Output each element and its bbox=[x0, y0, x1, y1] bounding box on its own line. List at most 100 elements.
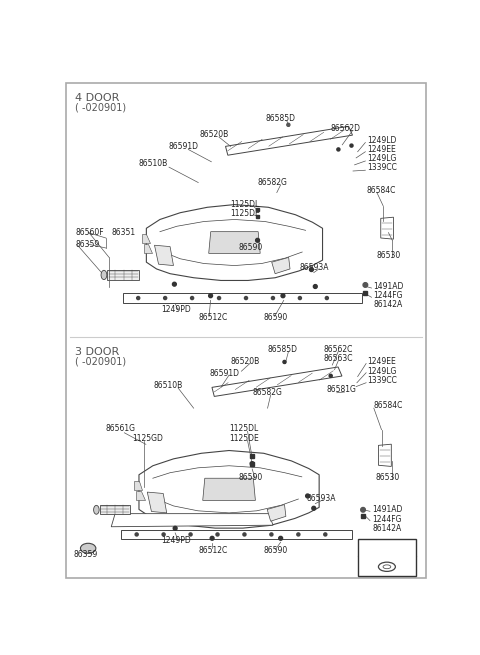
Text: 86590: 86590 bbox=[264, 546, 288, 555]
Polygon shape bbox=[267, 504, 286, 521]
Circle shape bbox=[329, 374, 332, 377]
Text: 86584C: 86584C bbox=[367, 186, 396, 195]
Text: 1491AD: 1491AD bbox=[373, 282, 403, 291]
Circle shape bbox=[210, 536, 214, 540]
Polygon shape bbox=[381, 217, 394, 239]
Circle shape bbox=[250, 462, 254, 466]
Circle shape bbox=[312, 506, 316, 510]
Ellipse shape bbox=[101, 271, 107, 280]
Bar bbox=[256, 214, 260, 218]
Text: 1125GD: 1125GD bbox=[132, 434, 163, 443]
Circle shape bbox=[217, 297, 221, 299]
Circle shape bbox=[299, 297, 301, 299]
Circle shape bbox=[281, 294, 285, 297]
Text: 86562C: 86562C bbox=[323, 345, 352, 354]
Polygon shape bbox=[147, 492, 167, 513]
Text: 86584C: 86584C bbox=[373, 402, 402, 410]
Circle shape bbox=[310, 268, 313, 271]
Polygon shape bbox=[111, 514, 273, 527]
Circle shape bbox=[162, 533, 165, 536]
Circle shape bbox=[325, 297, 328, 299]
Text: 86510B: 86510B bbox=[154, 381, 183, 390]
Polygon shape bbox=[226, 126, 352, 155]
Text: 86582G: 86582G bbox=[252, 388, 282, 398]
Text: 86359: 86359 bbox=[75, 240, 99, 249]
Circle shape bbox=[243, 533, 246, 536]
Text: 86590: 86590 bbox=[264, 313, 288, 322]
Circle shape bbox=[279, 536, 283, 540]
Ellipse shape bbox=[94, 506, 99, 514]
Text: 86359: 86359 bbox=[73, 550, 98, 559]
Bar bbox=[100, 506, 130, 514]
Circle shape bbox=[313, 284, 317, 288]
Text: 1249LG: 1249LG bbox=[367, 154, 396, 163]
Polygon shape bbox=[212, 367, 342, 396]
Bar bbox=[363, 291, 367, 295]
Text: 86582G: 86582G bbox=[258, 178, 288, 187]
Circle shape bbox=[209, 294, 213, 297]
Bar bbox=[358, 539, 416, 576]
Circle shape bbox=[306, 494, 310, 498]
Text: 1249EE: 1249EE bbox=[367, 145, 396, 154]
Text: 4 DOOR: 4 DOOR bbox=[75, 93, 120, 103]
Circle shape bbox=[256, 238, 260, 242]
Circle shape bbox=[173, 527, 177, 530]
Text: 1249PD: 1249PD bbox=[161, 305, 191, 314]
Text: 86512C: 86512C bbox=[198, 546, 228, 555]
Circle shape bbox=[363, 283, 368, 288]
Text: 1249EE: 1249EE bbox=[368, 358, 396, 366]
Bar bbox=[250, 454, 254, 458]
Polygon shape bbox=[272, 257, 290, 274]
Ellipse shape bbox=[81, 543, 96, 553]
Text: 86520B: 86520B bbox=[200, 130, 229, 139]
Text: 86590: 86590 bbox=[238, 244, 263, 252]
Text: 1339CC: 1339CC bbox=[367, 163, 397, 172]
Text: 3 DOOR: 3 DOOR bbox=[75, 347, 120, 357]
Text: 86581G: 86581G bbox=[327, 385, 357, 394]
Text: 86593A: 86593A bbox=[306, 494, 336, 503]
Text: 86593A: 86593A bbox=[300, 263, 329, 272]
Circle shape bbox=[271, 297, 275, 299]
Bar bbox=[250, 462, 254, 466]
Circle shape bbox=[337, 148, 340, 151]
Circle shape bbox=[164, 297, 167, 299]
Text: 1244FG: 1244FG bbox=[373, 291, 403, 300]
Polygon shape bbox=[144, 244, 152, 253]
Text: 86591D: 86591D bbox=[209, 369, 239, 378]
Polygon shape bbox=[203, 478, 255, 500]
Polygon shape bbox=[136, 491, 144, 500]
Circle shape bbox=[361, 508, 365, 512]
Text: 86530: 86530 bbox=[375, 473, 400, 482]
Text: 1249LD: 1249LD bbox=[367, 136, 396, 145]
Text: 1249PD: 1249PD bbox=[161, 536, 191, 545]
Polygon shape bbox=[146, 204, 323, 280]
Circle shape bbox=[350, 144, 353, 147]
Bar bbox=[121, 530, 352, 539]
Text: 86585D: 86585D bbox=[265, 114, 295, 123]
Text: 86512C: 86512C bbox=[198, 313, 228, 322]
Text: 86585D: 86585D bbox=[267, 345, 298, 354]
Text: 86142A: 86142A bbox=[373, 301, 402, 309]
Text: 1339CC: 1339CC bbox=[368, 376, 397, 385]
Polygon shape bbox=[209, 232, 260, 253]
Bar bbox=[256, 208, 260, 212]
Polygon shape bbox=[155, 245, 173, 265]
Text: 86590: 86590 bbox=[238, 473, 263, 482]
Circle shape bbox=[189, 533, 192, 536]
Polygon shape bbox=[378, 444, 391, 466]
Ellipse shape bbox=[378, 562, 396, 571]
Bar bbox=[361, 514, 365, 518]
Text: 86351: 86351 bbox=[111, 228, 135, 237]
Circle shape bbox=[297, 533, 300, 536]
Bar bbox=[108, 271, 139, 280]
Ellipse shape bbox=[383, 565, 391, 569]
Text: 1125DE: 1125DE bbox=[230, 209, 260, 218]
Text: 86520B: 86520B bbox=[230, 358, 260, 366]
Text: 1125DL: 1125DL bbox=[229, 424, 258, 434]
Text: ( -020901): ( -020901) bbox=[75, 103, 126, 113]
Polygon shape bbox=[134, 481, 143, 490]
Circle shape bbox=[287, 123, 290, 126]
Text: 1125DE: 1125DE bbox=[229, 434, 259, 443]
Text: 1125DL: 1125DL bbox=[230, 200, 260, 208]
Bar bbox=[123, 293, 361, 303]
